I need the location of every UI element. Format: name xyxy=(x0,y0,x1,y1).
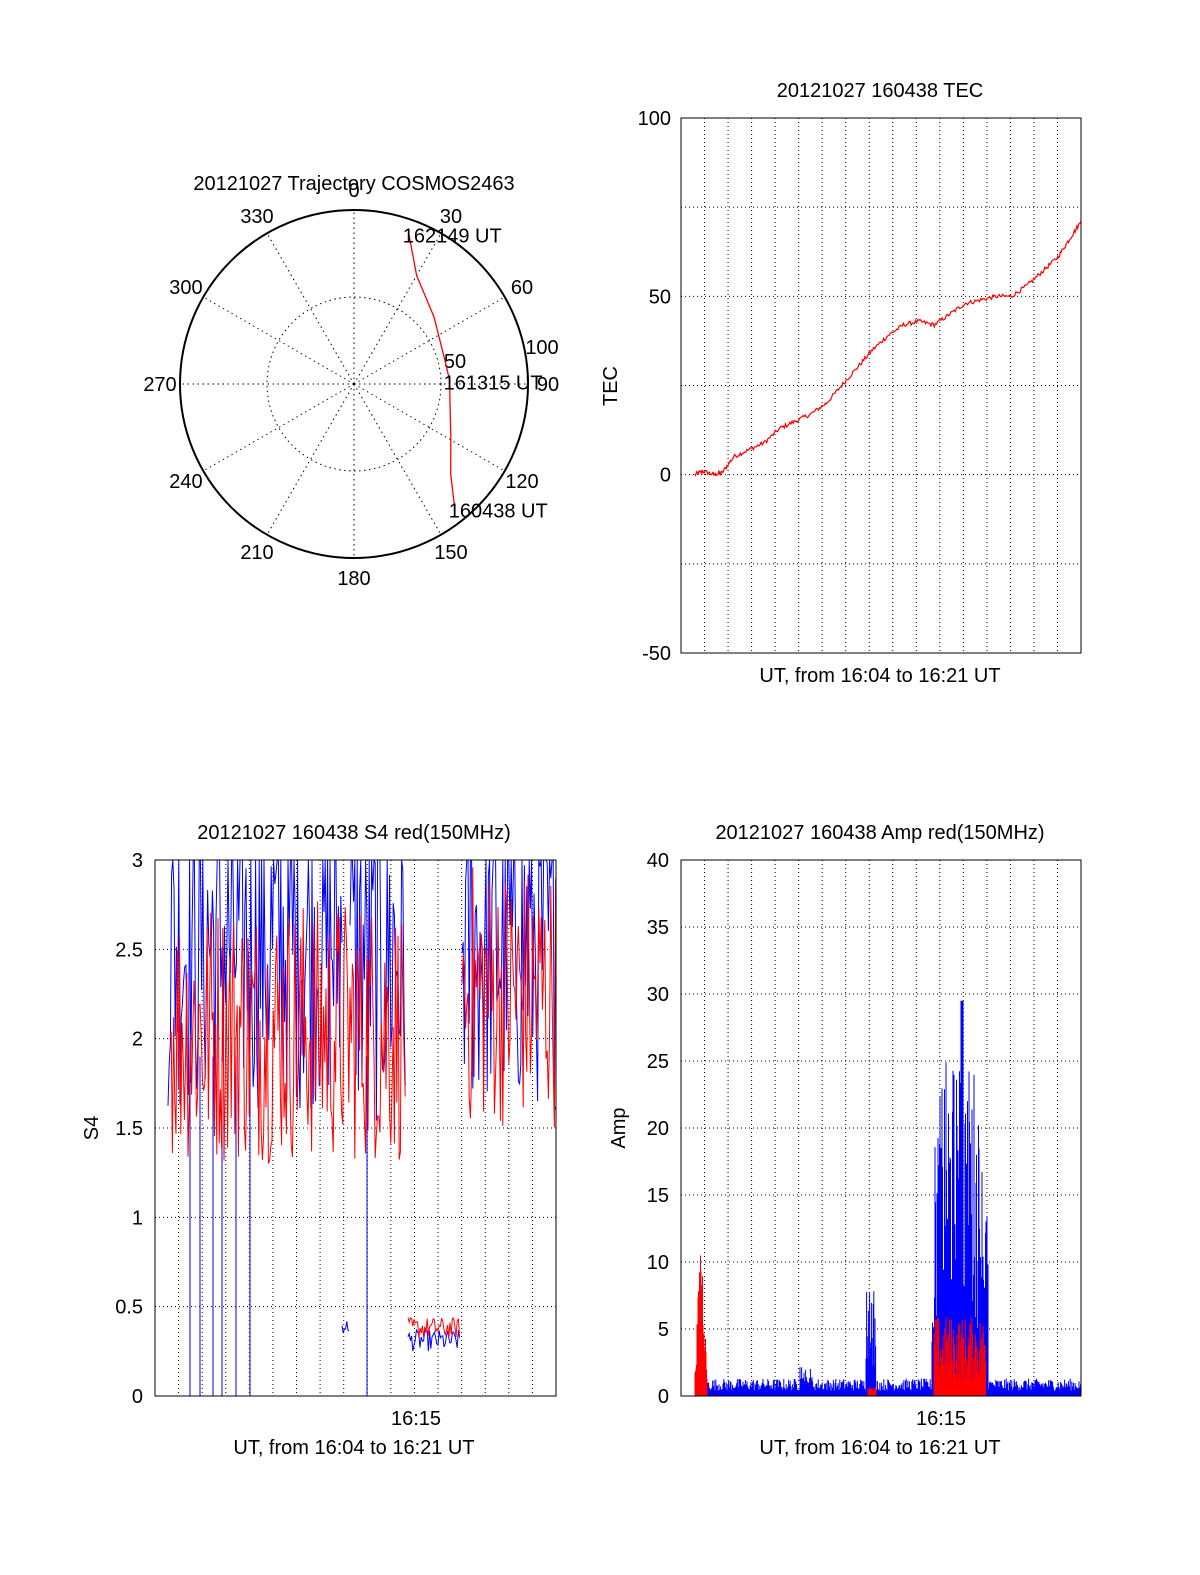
amp-plot-frame xyxy=(680,859,1082,1397)
polar-azimuth-label: 330 xyxy=(240,206,273,228)
polar-azimuth-label: 60 xyxy=(511,277,533,299)
polar-azimuth-labels: 0 30 60 90 120 150 180 210 240 270 300 330 xyxy=(143,180,559,590)
amp-ylabel: Amp xyxy=(608,1107,630,1148)
y-tick-label: 0.5 xyxy=(115,1297,143,1319)
amp-blue-trace xyxy=(960,1000,964,1396)
polar-azimuth-label: 120 xyxy=(505,471,538,493)
tec-panel: 20121027 160438 TEC 100 50 0 -50 TEC UT, fr… xyxy=(600,80,1082,687)
y-tick-label: 2.5 xyxy=(115,939,143,961)
amp-series xyxy=(694,1000,1082,1396)
s4-red-line xyxy=(461,867,557,1128)
s4-plot-frame xyxy=(154,859,557,1397)
polar-azimuth-label: 210 xyxy=(240,542,273,564)
y-tick-label: 30 xyxy=(647,984,669,1006)
s4-blue-line xyxy=(341,1321,350,1334)
y-tick-label: 1.5 xyxy=(115,1118,143,1140)
tec-xlabel: UT, from 16:04 to 16:21 UT xyxy=(759,665,1000,687)
y-tick-label: 3 xyxy=(132,850,143,872)
trajectory-annotation: 160438 UT xyxy=(449,500,548,522)
y-tick-label: 0 xyxy=(658,1386,669,1408)
y-tick-label: 2 xyxy=(132,1029,143,1051)
tec-y-tick-labels: 100 50 0 -50 xyxy=(638,108,671,665)
tec-series xyxy=(694,221,1082,477)
amp-y-tick-labels: 40 35 30 25 20 15 10 5 0 xyxy=(647,850,669,1408)
trajectory-title: 20121027 Trajectory COSMOS2463 xyxy=(193,173,514,195)
y-tick-label: 100 xyxy=(638,108,671,130)
y-tick-label: 10 xyxy=(647,1252,669,1274)
s4-panel: 20121027 160438 S4 red(150MHz) 3 2.5 2 1.5 1… xyxy=(81,822,557,1459)
polar-spoke xyxy=(203,383,355,472)
s4-ylabel: S4 xyxy=(81,1116,103,1140)
s4-xlabel: UT, from 16:04 to 16:21 UT xyxy=(233,1437,474,1459)
polar-spoke xyxy=(353,383,505,472)
s4-blue-line xyxy=(407,1328,461,1352)
amp-panel: 20121027 160438 Amp red(150MHz) 40 35 30 25… xyxy=(608,822,1082,1459)
y-tick-label: 40 xyxy=(647,850,669,872)
y-tick-label: 15 xyxy=(647,1185,669,1207)
y-tick-label: 35 xyxy=(647,917,669,939)
tec-ylabel: TEC xyxy=(600,366,622,406)
s4-red-line xyxy=(407,1317,461,1338)
amp-blue-trace xyxy=(694,1378,1082,1396)
s4-xtick-label: 16:15 xyxy=(391,1408,441,1430)
y-tick-label: 0 xyxy=(132,1386,143,1408)
trajectory-panel: 20121027 Trajectory COSMOS2463 0 30 60 90 12… xyxy=(143,173,559,590)
tec-plot-frame xyxy=(680,117,1082,654)
amp-red-trace xyxy=(867,1386,877,1396)
polar-azimuth-label: 0 xyxy=(348,180,359,202)
amp-red-trace xyxy=(694,1255,708,1396)
amp-xlabel: UT, from 16:04 to 16:21 UT xyxy=(759,1437,1000,1459)
polar-azimuth-label: 180 xyxy=(337,568,370,590)
amp-title: 20121027 160438 Amp red(150MHz) xyxy=(715,822,1044,844)
polar-azimuth-label: 270 xyxy=(143,374,176,396)
s4-title: 20121027 160438 S4 red(150MHz) xyxy=(197,822,511,844)
y-tick-label: 0 xyxy=(660,465,671,487)
trajectory-annotation: 162149 UT xyxy=(403,226,502,248)
polar-azimuth-label: 90 xyxy=(537,374,559,396)
polar-spoke xyxy=(203,296,355,385)
polar-radial-label: 100 xyxy=(525,337,558,359)
polar-radial-labels: 50 100 xyxy=(444,337,559,373)
polar-grid xyxy=(179,209,529,559)
amp-blue-trace xyxy=(799,1367,813,1396)
y-tick-label: -50 xyxy=(642,643,671,665)
polar-azimuth-label: 30 xyxy=(440,206,462,228)
y-tick-label: 25 xyxy=(647,1051,669,1073)
polar-spoke xyxy=(353,296,505,385)
polar-radial-label: 50 xyxy=(444,351,466,373)
tec-grid xyxy=(681,118,1081,653)
polar-spoke xyxy=(266,383,355,535)
y-tick-label: 1 xyxy=(132,1207,143,1229)
amp-blue-trace xyxy=(865,1291,877,1396)
y-tick-label: 20 xyxy=(647,1118,669,1140)
y-tick-label: 5 xyxy=(658,1319,669,1341)
tec-line xyxy=(694,221,1082,477)
polar-inner-ring xyxy=(266,296,442,472)
trajectory-line xyxy=(408,233,456,509)
s4-red-line xyxy=(169,901,406,1164)
amp-xtick-label: 16:15 xyxy=(916,1408,966,1430)
y-tick-label: 50 xyxy=(649,286,671,308)
polar-azimuth-label: 150 xyxy=(434,542,467,564)
tec-title: 20121027 160438 TEC xyxy=(777,80,983,102)
trajectory-annotation: 161315 UT xyxy=(444,373,543,395)
polar-spoke xyxy=(353,233,442,385)
polar-spoke xyxy=(353,383,442,535)
polar-azimuth-label: 300 xyxy=(169,277,202,299)
amp-red-trace xyxy=(933,1316,987,1396)
amp-grid xyxy=(681,860,1081,1396)
trajectory-series xyxy=(408,233,456,509)
polar-azimuth-label: 240 xyxy=(169,471,202,493)
polar-spoke xyxy=(266,233,355,385)
trajectory-annotations: 162149 UT 161315 UT 160438 UT xyxy=(403,226,548,523)
s4-y-tick-labels: 3 2.5 2 1.5 1 0.5 0 xyxy=(115,850,143,1408)
polar-outer-ring xyxy=(179,209,529,559)
